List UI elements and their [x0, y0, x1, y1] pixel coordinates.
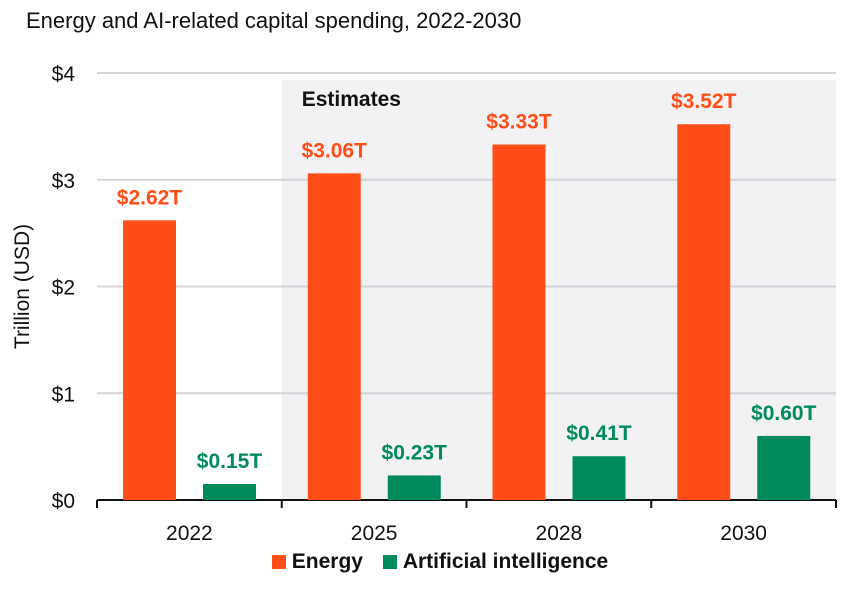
data-label-energy: $3.33T — [486, 111, 552, 134]
bar-energy — [492, 144, 546, 500]
legend-swatch-ai — [382, 555, 397, 569]
y-tick-label: $2 — [52, 277, 75, 300]
estimates-label: Estimates — [302, 88, 401, 111]
legend: Energy Artificial intelligence — [0, 550, 866, 574]
bar-ai — [572, 456, 626, 500]
x-tick-label: 2030 — [720, 522, 767, 545]
bar-energy — [677, 124, 731, 501]
data-label-energy: $3.52T — [671, 90, 737, 113]
y-tick-label: $0 — [52, 490, 75, 513]
bar-ai — [387, 475, 441, 500]
estimates-shading — [281, 80, 836, 500]
data-label-energy: $2.62T — [117, 186, 183, 209]
chart-title: Energy and AI-related capital spending, … — [26, 8, 522, 33]
bar-ai — [203, 483, 256, 500]
y-tick-label: $1 — [52, 383, 75, 406]
data-label-energy: $3.06T — [302, 139, 368, 162]
data-label-ai: $0.15T — [197, 450, 263, 473]
legend-label-ai: Artificial intelligence — [402, 550, 609, 573]
data-label-ai: $0.60T — [751, 402, 817, 425]
y-axis-label: Trillion (USD) — [11, 224, 34, 349]
x-tick-label: 2028 — [536, 522, 583, 545]
data-label-ai: $0.41T — [566, 422, 632, 445]
bar-ai — [757, 435, 811, 500]
y-tick-label: $3 — [52, 170, 75, 193]
legend-swatch-energy — [271, 555, 286, 569]
data-label-ai: $0.23T — [382, 441, 448, 464]
x-tick-label: 2025 — [351, 522, 398, 545]
bar-energy — [307, 173, 361, 500]
x-tick-label: 2022 — [166, 522, 213, 545]
legend-label-energy: Energy — [291, 550, 363, 573]
bar-energy — [123, 220, 176, 500]
y-tick-label: $4 — [52, 63, 76, 86]
